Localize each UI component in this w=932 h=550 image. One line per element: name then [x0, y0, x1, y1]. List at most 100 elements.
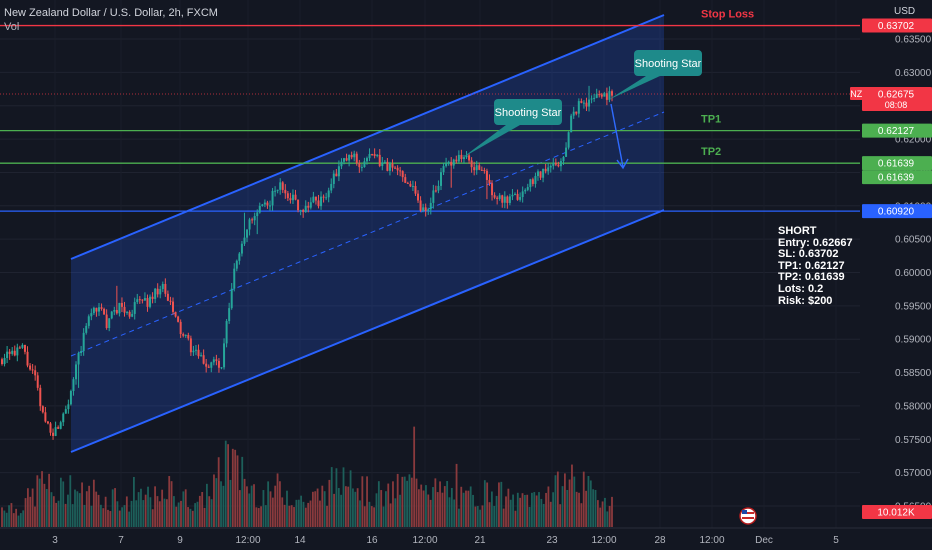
- price-channel[interactable]: [70, 14, 665, 453]
- secondary-price-text: 0.61639: [878, 173, 915, 184]
- volume-bar: [340, 494, 343, 527]
- volume-bar: [123, 505, 126, 527]
- candle-body: [424, 207, 427, 211]
- volume-bar: [396, 473, 399, 527]
- candle-body: [118, 302, 121, 314]
- volume-bar: [3, 510, 6, 527]
- volume-bar: [78, 493, 81, 527]
- volume-bar: [217, 457, 220, 527]
- candle-body: [378, 154, 381, 166]
- volume-bar: [488, 502, 491, 527]
- candle-body: [442, 166, 445, 173]
- volume-bar: [337, 488, 340, 527]
- candle-body: [611, 91, 613, 96]
- volume-bar: [422, 490, 425, 527]
- volume-bar: [125, 496, 128, 527]
- volume-bar: [83, 504, 86, 527]
- volume-bar: [352, 488, 354, 527]
- volume-bar: [144, 494, 147, 527]
- candle-body: [289, 198, 292, 201]
- candle-body: [600, 94, 603, 97]
- volume-bar: [154, 486, 156, 527]
- volume-bar: [375, 493, 378, 527]
- candle-body: [286, 193, 289, 199]
- candle-body: [327, 190, 330, 198]
- candle-body: [478, 165, 481, 170]
- candle-body: [498, 195, 501, 199]
- volume-bar: [55, 502, 58, 527]
- level-price-text: 0.60920: [878, 207, 915, 218]
- price-axis[interactable]: 0.635000.630000.625000.620000.615000.610…: [860, 0, 932, 550]
- volume-bar: [234, 449, 237, 527]
- time-axis[interactable]: 3 7 9 12:00 14 16 12:00 21 23 12:00 28 12:00 Dec 5: [0, 527, 932, 546]
- candle-body: [595, 94, 598, 98]
- symbol-title[interactable]: New Zealand Dollar / U.S. Dollar, 2h, FX…: [4, 7, 218, 19]
- volume-bar: [132, 476, 135, 527]
- volume-bar: [57, 500, 60, 527]
- candle-body: [320, 196, 323, 207]
- candle-body: [13, 350, 16, 356]
- volume-bar: [394, 498, 397, 527]
- candle-body: [575, 111, 578, 114]
- candle-body: [360, 167, 363, 169]
- volume-bar: [158, 501, 161, 527]
- x-tick-label: 12:00: [699, 535, 724, 546]
- candle-body: [217, 360, 220, 368]
- candle-body: [172, 301, 175, 312]
- candle-body: [136, 299, 139, 303]
- us-flag-icon: [742, 517, 754, 519]
- candle-body: [414, 185, 417, 194]
- candle-body: [598, 94, 601, 96]
- candle-body: [258, 205, 261, 213]
- last-price-badge: [862, 87, 932, 112]
- candle-body: [105, 314, 108, 328]
- candle-body: [243, 237, 246, 244]
- candle-body: [184, 334, 187, 336]
- volume-bar: [238, 490, 241, 527]
- volume-bar: [366, 476, 368, 527]
- candle-body: [39, 387, 42, 407]
- candle-body: [427, 209, 430, 211]
- candle-body: [123, 306, 126, 313]
- candle-body: [57, 427, 60, 429]
- candle-body: [169, 300, 172, 302]
- horizontal-levels[interactable]: Stop Loss TP1 TP2: [0, 9, 860, 212]
- volume-indicator-label[interactable]: Vol: [4, 21, 20, 33]
- volume-bar: [561, 486, 564, 527]
- candle-body: [77, 353, 80, 365]
- volume-bar: [271, 497, 274, 527]
- candle-body: [279, 182, 282, 190]
- volume-bar: [377, 481, 380, 527]
- volume-bar: [130, 500, 133, 527]
- projection-arrow-line: [610, 103, 624, 168]
- volume-bar: [446, 481, 449, 527]
- candle-body: [593, 97, 596, 99]
- channel-upper-line: [70, 14, 665, 260]
- candle-body: [205, 363, 208, 367]
- candle-body: [419, 200, 422, 211]
- level-price-text: 0.62127: [878, 126, 915, 137]
- volume-bar: [587, 475, 590, 527]
- y-tick-label: 0.58500: [895, 368, 932, 379]
- volume-bar: [531, 492, 533, 527]
- candle-body: [291, 194, 294, 201]
- x-tick-label: 3: [52, 535, 58, 546]
- candle-body: [572, 111, 575, 116]
- volume-bar: [302, 501, 305, 527]
- volume-bar: [450, 487, 453, 527]
- x-tick-label: 28: [654, 535, 666, 546]
- volume-bar: [27, 488, 29, 527]
- candle-body: [462, 157, 465, 160]
- candle-body: [562, 156, 565, 162]
- y-tick-label: 0.62000: [895, 135, 932, 146]
- annotations[interactable]: Shooting Star Shooting Star: [462, 50, 757, 525]
- currency-label[interactable]: USD: [894, 6, 916, 17]
- volume-bar: [417, 489, 420, 527]
- candle-body: [100, 307, 103, 309]
- candle-body: [126, 311, 129, 313]
- volume-bar: [175, 506, 178, 527]
- y-tick-label: 0.63000: [895, 68, 932, 79]
- candle-body: [353, 153, 356, 158]
- volume-bar: [36, 475, 39, 527]
